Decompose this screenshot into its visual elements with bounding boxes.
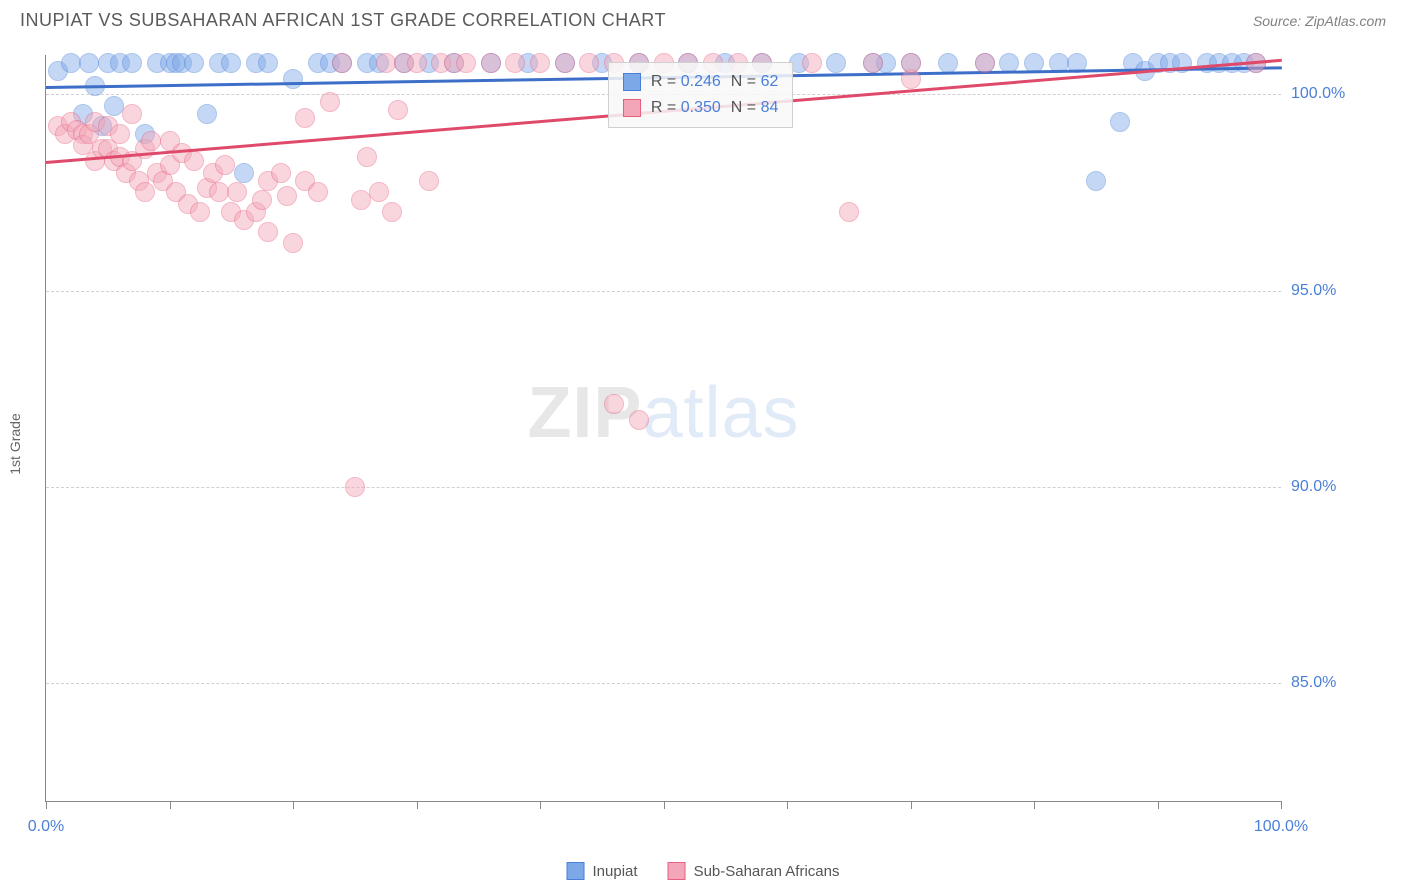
legend-label: Sub-Saharan Africans	[694, 863, 840, 880]
scatter-point	[197, 104, 217, 124]
scatter-point	[604, 394, 624, 414]
scatter-point	[629, 410, 649, 430]
scatter-point	[863, 53, 883, 73]
scatter-point	[104, 96, 124, 116]
scatter-point	[190, 202, 210, 222]
legend-item-inupiat: Inupiat	[567, 862, 638, 880]
scatter-point	[382, 202, 402, 222]
scatter-point	[938, 53, 958, 73]
scatter-point	[376, 53, 396, 73]
watermark: ZIPatlas	[527, 372, 799, 454]
scatter-point	[975, 53, 995, 73]
scatter-point	[351, 190, 371, 210]
gridline	[46, 291, 1281, 292]
scatter-point	[388, 100, 408, 120]
scatter-point	[110, 124, 130, 144]
scatter-point	[579, 53, 599, 73]
y-tick-label: 95.0%	[1291, 282, 1386, 300]
legend: Inupiat Sub-Saharan Africans	[567, 862, 840, 880]
legend-swatch	[567, 862, 585, 880]
scatter-point	[419, 171, 439, 191]
y-tick-label: 100.0%	[1291, 85, 1386, 103]
scatter-point	[295, 108, 315, 128]
x-tick	[417, 801, 418, 809]
scatter-point	[332, 53, 352, 73]
x-tick	[1281, 801, 1282, 809]
scatter-point	[61, 53, 81, 73]
scatter-point	[407, 53, 427, 73]
scatter-point	[135, 182, 155, 202]
stats-r-label: R = 0.246	[651, 69, 721, 95]
scatter-point	[215, 155, 235, 175]
scatter-point	[258, 53, 278, 73]
x-tick	[911, 801, 912, 809]
legend-swatch	[668, 862, 686, 880]
stats-r-label: R = 0.350	[651, 95, 721, 121]
scatter-point	[184, 53, 204, 73]
x-tick-label: 0.0%	[28, 818, 64, 836]
y-tick-label: 85.0%	[1291, 674, 1386, 692]
gridline	[46, 487, 1281, 488]
scatter-point	[308, 182, 328, 202]
scatter-point	[141, 131, 161, 151]
scatter-point	[79, 53, 99, 73]
x-tick-label: 100.0%	[1254, 818, 1308, 836]
scatter-point	[505, 53, 525, 73]
scatter-point	[357, 147, 377, 167]
legend-item-subsaharan: Sub-Saharan Africans	[668, 862, 840, 880]
plot-area: ZIPatlas 85.0%90.0%95.0%100.0%0.0%100.0%…	[45, 55, 1281, 802]
scatter-point	[122, 104, 142, 124]
scatter-point	[456, 53, 476, 73]
scatter-point	[122, 53, 142, 73]
scatter-point	[555, 53, 575, 73]
x-tick	[46, 801, 47, 809]
scatter-point	[345, 477, 365, 497]
scatter-point	[271, 163, 291, 183]
stats-row: R = 0.246 N = 62	[623, 69, 778, 95]
x-tick	[1158, 801, 1159, 809]
chart-container: 1st Grade ZIPatlas 85.0%90.0%95.0%100.0%…	[45, 55, 1391, 832]
stats-n-label: N = 62	[731, 69, 779, 95]
y-tick-label: 90.0%	[1291, 478, 1386, 496]
scatter-point	[1110, 112, 1130, 132]
scatter-point	[839, 202, 859, 222]
scatter-point	[252, 190, 272, 210]
gridline	[46, 683, 1281, 684]
stats-row: R = 0.350 N = 84	[623, 95, 778, 121]
scatter-point	[802, 53, 822, 73]
scatter-point	[227, 182, 247, 202]
x-tick	[787, 801, 788, 809]
x-tick	[540, 801, 541, 809]
stats-swatch	[623, 99, 641, 117]
scatter-point	[369, 182, 389, 202]
x-tick	[170, 801, 171, 809]
scatter-point	[221, 53, 241, 73]
legend-label: Inupiat	[593, 863, 638, 880]
scatter-point	[258, 222, 278, 242]
scatter-point	[184, 151, 204, 171]
scatter-point	[277, 186, 297, 206]
scatter-point	[826, 53, 846, 73]
scatter-point	[320, 92, 340, 112]
scatter-point	[481, 53, 501, 73]
scatter-point	[283, 233, 303, 253]
x-tick	[293, 801, 294, 809]
scatter-point	[209, 182, 229, 202]
scatter-point	[1086, 171, 1106, 191]
scatter-point	[530, 53, 550, 73]
y-axis-label: 1st Grade	[7, 413, 23, 474]
stats-n-label: N = 84	[731, 95, 779, 121]
scatter-point	[901, 53, 921, 73]
stats-box: R = 0.246 N = 62 R = 0.350 N = 84	[608, 62, 793, 128]
scatter-point	[234, 163, 254, 183]
scatter-point	[283, 69, 303, 89]
stats-swatch	[623, 73, 641, 91]
chart-title: INUPIAT VS SUBSAHARAN AFRICAN 1ST GRADE …	[20, 10, 666, 31]
x-tick	[1034, 801, 1035, 809]
chart-source: Source: ZipAtlas.com	[1253, 13, 1386, 29]
chart-header: INUPIAT VS SUBSAHARAN AFRICAN 1ST GRADE …	[0, 0, 1406, 43]
x-tick	[664, 801, 665, 809]
